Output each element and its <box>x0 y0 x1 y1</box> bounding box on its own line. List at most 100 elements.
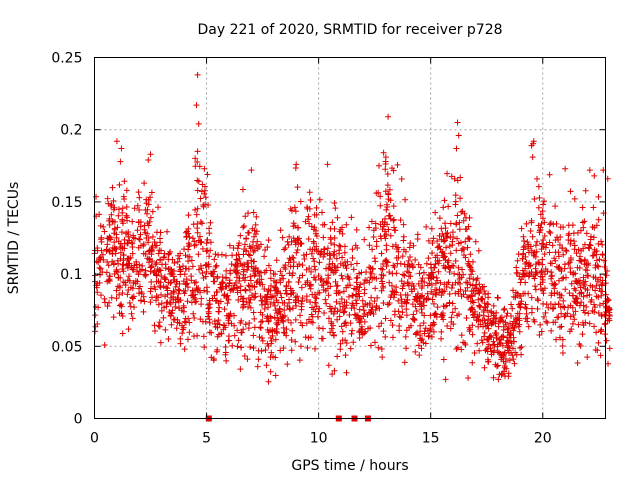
data-point <box>558 323 565 330</box>
data-point <box>605 360 612 367</box>
data-point <box>294 263 301 270</box>
data-point <box>372 220 379 227</box>
data-point <box>236 277 243 284</box>
data-point <box>356 335 363 342</box>
data-point <box>293 161 300 168</box>
data-point <box>474 313 481 320</box>
data-point <box>245 251 252 258</box>
data-point <box>229 252 236 259</box>
data-point <box>350 302 357 309</box>
data-point <box>277 290 284 297</box>
data-point <box>590 234 597 241</box>
data-point <box>429 249 436 256</box>
data-point <box>420 320 427 327</box>
y-tick-label: 0 <box>74 412 83 428</box>
data-point <box>185 212 192 219</box>
data-point <box>498 317 505 324</box>
data-point <box>414 290 421 297</box>
data-point <box>584 272 591 279</box>
data-point <box>469 306 476 313</box>
data-point <box>451 175 458 182</box>
data-point <box>274 315 281 322</box>
data-point <box>458 346 465 353</box>
data-point <box>160 254 167 261</box>
data-point <box>560 251 567 258</box>
data-point <box>134 202 141 209</box>
data-point <box>532 283 539 290</box>
data-point <box>432 209 439 216</box>
data-point <box>307 298 314 305</box>
data-point <box>403 300 410 307</box>
data-point <box>581 281 588 288</box>
data-point <box>415 342 422 349</box>
data-point <box>233 263 240 270</box>
data-point <box>458 332 465 339</box>
data-point <box>500 334 507 341</box>
data-point <box>184 298 191 305</box>
data-point <box>125 231 132 238</box>
data-point <box>312 294 319 301</box>
data-point <box>277 268 284 275</box>
data-point <box>181 318 188 325</box>
data-point <box>190 310 197 317</box>
data-point <box>421 302 428 309</box>
data-point <box>445 263 452 270</box>
data-point <box>265 342 272 349</box>
data-point <box>449 238 456 245</box>
data-point <box>454 235 461 242</box>
data-point <box>222 252 229 259</box>
data-point <box>272 336 279 343</box>
data-point <box>248 167 255 174</box>
data-point <box>503 340 510 347</box>
y-tick-label: 0.05 <box>51 339 82 355</box>
data-point <box>366 264 373 271</box>
data-point <box>389 322 396 329</box>
data-point <box>111 226 118 233</box>
data-point <box>454 212 461 219</box>
data-point <box>303 320 310 327</box>
data-point <box>571 242 578 249</box>
data-point <box>194 205 201 212</box>
data-point <box>320 234 327 241</box>
data-point <box>498 336 505 343</box>
data-point <box>274 321 281 328</box>
data-point <box>144 220 151 227</box>
data-point <box>123 203 130 210</box>
data-point <box>453 221 460 228</box>
data-point <box>119 209 126 216</box>
data-point <box>302 334 309 341</box>
data-point <box>116 302 123 309</box>
data-point <box>360 307 367 314</box>
data-point <box>215 300 222 307</box>
data-point <box>421 279 428 286</box>
data-point <box>454 119 461 126</box>
data-point <box>105 200 112 207</box>
data-point <box>576 280 583 287</box>
data-point <box>271 302 278 309</box>
data-point <box>338 295 345 302</box>
data-point <box>292 297 299 304</box>
data-point <box>497 318 504 325</box>
data-point <box>540 237 547 244</box>
data-point <box>445 203 452 210</box>
data-point <box>414 329 421 336</box>
data-point <box>378 287 385 294</box>
data-point <box>286 233 293 240</box>
data-point <box>309 246 316 253</box>
data-point <box>483 346 490 353</box>
data-point <box>377 193 384 200</box>
data-point <box>580 293 587 300</box>
data-point <box>200 203 207 210</box>
data-point <box>485 325 492 332</box>
data-point <box>414 231 421 238</box>
data-point <box>110 314 117 321</box>
data-point <box>543 318 550 325</box>
data-point <box>153 259 160 266</box>
data-point <box>387 317 394 324</box>
data-point <box>303 293 310 300</box>
data-point <box>290 220 297 227</box>
data-point <box>322 296 329 303</box>
data-point <box>538 286 545 293</box>
data-point <box>245 325 252 332</box>
data-point <box>105 262 112 269</box>
